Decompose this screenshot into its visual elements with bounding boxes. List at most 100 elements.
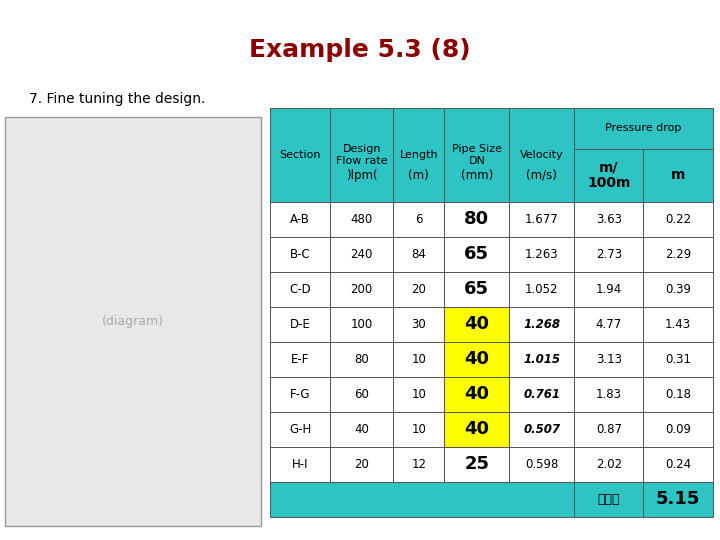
Bar (574, 108, 713, 148)
Text: 240: 240 (351, 248, 373, 261)
Bar (270, 108, 330, 202)
Text: C-D: C-D (289, 283, 311, 296)
Text: 1.268: 1.268 (523, 318, 560, 331)
Text: Example 5.3 (8): Example 5.3 (8) (249, 38, 471, 62)
Text: 0.09: 0.09 (665, 423, 691, 436)
Bar (644, 411, 713, 447)
Bar (574, 342, 644, 377)
Bar (270, 237, 330, 272)
Text: 65: 65 (464, 245, 490, 264)
Bar (574, 148, 644, 202)
Text: A-B: A-B (290, 213, 310, 226)
Bar (644, 148, 713, 202)
Bar (393, 447, 444, 482)
Text: B-C: B-C (290, 248, 310, 261)
Text: 40: 40 (464, 350, 490, 368)
Text: 20: 20 (411, 283, 426, 296)
Text: 40: 40 (464, 420, 490, 438)
Bar (644, 482, 713, 517)
Text: m: m (671, 168, 685, 182)
Bar (393, 342, 444, 377)
Bar (393, 237, 444, 272)
Text: 0.761: 0.761 (523, 388, 560, 401)
Text: 10: 10 (411, 353, 426, 366)
Text: 1.015: 1.015 (523, 353, 560, 366)
Bar (509, 272, 574, 307)
Bar (270, 342, 330, 377)
Bar (330, 377, 393, 411)
Text: 480: 480 (351, 213, 373, 226)
Bar (644, 447, 713, 482)
Bar (644, 202, 713, 237)
Text: H-I: H-I (292, 458, 308, 471)
Bar (574, 447, 644, 482)
Bar (574, 272, 644, 307)
Bar (393, 377, 444, 411)
Bar (444, 202, 509, 237)
Text: 80: 80 (354, 353, 369, 366)
Text: G-H: G-H (289, 423, 311, 436)
Bar (393, 411, 444, 447)
Bar (509, 447, 574, 482)
Text: 0.18: 0.18 (665, 388, 691, 401)
Text: 65: 65 (464, 280, 490, 298)
Bar (393, 108, 444, 202)
Bar (393, 202, 444, 237)
Bar (444, 447, 509, 482)
Bar (644, 272, 713, 307)
Text: 40: 40 (464, 385, 490, 403)
Text: 1.94: 1.94 (595, 283, 622, 296)
Bar (574, 377, 644, 411)
Text: 30: 30 (411, 318, 426, 331)
Bar (330, 307, 393, 342)
Bar (270, 272, 330, 307)
Text: 0.87: 0.87 (596, 423, 622, 436)
Bar (574, 307, 644, 342)
Bar (330, 237, 393, 272)
Bar (509, 377, 574, 411)
Text: 1.83: 1.83 (596, 388, 622, 401)
Bar (509, 202, 574, 237)
Text: 2.29: 2.29 (665, 248, 691, 261)
Bar (444, 377, 509, 411)
Text: 100: 100 (351, 318, 373, 331)
Bar (444, 108, 509, 202)
Text: 12: 12 (411, 458, 426, 471)
Text: 3.63: 3.63 (596, 213, 622, 226)
Bar (509, 342, 574, 377)
Text: 0.507: 0.507 (523, 423, 560, 436)
Text: 60: 60 (354, 388, 369, 401)
Text: 2.73: 2.73 (595, 248, 622, 261)
Text: Pipe Size
DN: Pipe Size DN (452, 144, 502, 166)
Text: D-E: D-E (289, 318, 310, 331)
Text: Pressure drop: Pressure drop (606, 123, 682, 133)
Text: 7. Fine tuning the design.: 7. Fine tuning the design. (29, 92, 205, 106)
Text: 0.598: 0.598 (525, 458, 559, 471)
Bar (574, 202, 644, 237)
Bar (393, 272, 444, 307)
Text: E-F: E-F (291, 353, 310, 366)
Bar (330, 342, 393, 377)
Text: 1.052: 1.052 (525, 283, 559, 296)
Text: 0.22: 0.22 (665, 213, 691, 226)
Text: (m): (m) (408, 168, 429, 181)
Text: Section: Section (279, 150, 321, 160)
Text: 20: 20 (354, 458, 369, 471)
Text: 3.13: 3.13 (596, 353, 622, 366)
Bar (270, 377, 330, 411)
Bar (270, 411, 330, 447)
Text: 1.263: 1.263 (525, 248, 559, 261)
Bar (509, 108, 574, 202)
Bar (330, 108, 393, 202)
Bar (574, 411, 644, 447)
Bar (509, 307, 574, 342)
Text: 80: 80 (464, 211, 490, 228)
Text: 0.31: 0.31 (665, 353, 691, 366)
Text: 40: 40 (354, 423, 369, 436)
Bar (330, 202, 393, 237)
Bar (270, 447, 330, 482)
Text: 25: 25 (464, 455, 490, 473)
Text: 6: 6 (415, 213, 423, 226)
Bar (393, 307, 444, 342)
Text: 10: 10 (411, 388, 426, 401)
